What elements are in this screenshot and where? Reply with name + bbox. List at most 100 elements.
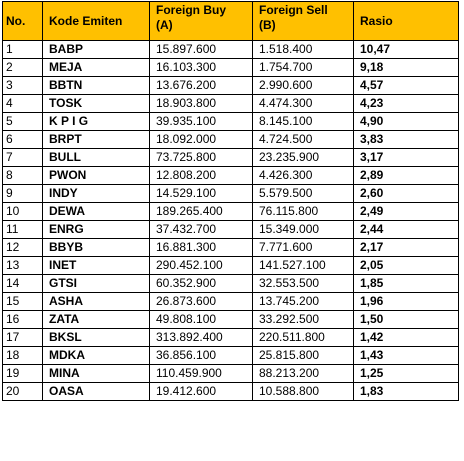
cell-rasio: 4,90 [353, 112, 459, 131]
table-row: 6 BRPT 18.092.000 4.724.500 3,83 [2, 130, 459, 149]
cell-foreign-sell: 7.771.600 [252, 238, 354, 257]
cell-foreign-sell: 2.990.600 [252, 76, 354, 95]
cell-no: 14 [2, 274, 43, 293]
table-row: 17 BKSL 313.892.400 220.511.800 1,42 [2, 328, 459, 347]
table-row: 18 MDKA 36.856.100 25.815.800 1,43 [2, 346, 459, 365]
header-foreign-buy-label: Foreign Buy [156, 3, 227, 17]
header-kode-emiten: Kode Emiten [42, 1, 150, 41]
cell-foreign-sell: 32.553.500 [252, 274, 354, 293]
cell-foreign-sell: 76.115.800 [252, 202, 354, 221]
cell-no: 6 [2, 130, 43, 149]
cell-rasio: 4,57 [353, 76, 459, 95]
cell-foreign-sell: 5.579.500 [252, 184, 354, 203]
cell-kode-emiten: BBTN [42, 76, 150, 95]
cell-no: 4 [2, 94, 43, 113]
table-row: 7 BULL 73.725.800 23.235.900 3,17 [2, 148, 459, 167]
cell-no: 3 [2, 76, 43, 95]
cell-rasio: 1,96 [353, 292, 459, 311]
cell-no: 10 [2, 202, 43, 221]
table-row: 13 INET 290.452.100 141.527.100 2,05 [2, 256, 459, 275]
header-foreign-sell-sub: (B) [259, 18, 276, 32]
cell-rasio: 2,44 [353, 220, 459, 239]
cell-kode-emiten: BKSL [42, 328, 150, 347]
cell-foreign-sell: 1.518.400 [252, 40, 354, 59]
cell-rasio: 2,05 [353, 256, 459, 275]
cell-foreign-buy: 18.903.800 [149, 94, 253, 113]
cell-kode-emiten: BBYB [42, 238, 150, 257]
header-rasio: Rasio [353, 1, 459, 41]
table-row: 14 GTSI 60.352.900 32.553.500 1,85 [2, 274, 459, 293]
cell-foreign-sell: 8.145.100 [252, 112, 354, 131]
cell-no: 17 [2, 328, 43, 347]
cell-rasio: 2,89 [353, 166, 459, 185]
cell-no: 1 [2, 40, 43, 59]
cell-kode-emiten: MEJA [42, 58, 150, 77]
table-row: 4 TOSK 18.903.800 4.474.300 4,23 [2, 94, 459, 113]
cell-foreign-sell: 88.213.200 [252, 364, 354, 383]
cell-foreign-sell: 33.292.500 [252, 310, 354, 329]
cell-kode-emiten: MINA [42, 364, 150, 383]
cell-no: 13 [2, 256, 43, 275]
cell-kode-emiten: K P I G [42, 112, 150, 131]
cell-rasio: 1,50 [353, 310, 459, 329]
cell-foreign-sell: 1.754.700 [252, 58, 354, 77]
cell-foreign-buy: 290.452.100 [149, 256, 253, 275]
cell-foreign-sell: 25.815.800 [252, 346, 354, 365]
cell-no: 18 [2, 346, 43, 365]
cell-foreign-buy: 60.352.900 [149, 274, 253, 293]
cell-no: 11 [2, 220, 43, 239]
cell-no: 16 [2, 310, 43, 329]
cell-kode-emiten: MDKA [42, 346, 150, 365]
cell-foreign-buy: 13.676.200 [149, 76, 253, 95]
cell-rasio: 2,49 [353, 202, 459, 221]
cell-foreign-buy: 110.459.900 [149, 364, 253, 383]
cell-no: 5 [2, 112, 43, 131]
cell-kode-emiten: GTSI [42, 274, 150, 293]
cell-rasio: 1,83 [353, 382, 459, 401]
cell-foreign-sell: 4.426.300 [252, 166, 354, 185]
cell-no: 20 [2, 382, 43, 401]
cell-kode-emiten: INDY [42, 184, 150, 203]
cell-foreign-sell: 141.527.100 [252, 256, 354, 275]
cell-foreign-buy: 49.808.100 [149, 310, 253, 329]
cell-no: 15 [2, 292, 43, 311]
header-foreign-buy: Foreign Buy (A) [149, 1, 253, 41]
header-foreign-buy-sub: (A) [156, 18, 173, 32]
cell-foreign-sell: 10.588.800 [252, 382, 354, 401]
cell-rasio: 2,17 [353, 238, 459, 257]
table-row: 12 BBYB 16.881.300 7.771.600 2,17 [2, 238, 459, 257]
cell-foreign-buy: 18.092.000 [149, 130, 253, 149]
cell-foreign-sell: 4.724.500 [252, 130, 354, 149]
cell-rasio: 1,85 [353, 274, 459, 293]
cell-no: 9 [2, 184, 43, 203]
cell-foreign-sell: 4.474.300 [252, 94, 354, 113]
cell-rasio: 9,18 [353, 58, 459, 77]
cell-foreign-buy: 36.856.100 [149, 346, 253, 365]
table-row: 15 ASHA 26.873.600 13.745.200 1,96 [2, 292, 459, 311]
cell-foreign-buy: 16.103.300 [149, 58, 253, 77]
cell-rasio: 3,83 [353, 130, 459, 149]
cell-foreign-buy: 37.432.700 [149, 220, 253, 239]
table-row: 2 MEJA 16.103.300 1.754.700 9,18 [2, 58, 459, 77]
cell-foreign-buy: 15.897.600 [149, 40, 253, 59]
header-row: No. Kode Emiten Foreign Buy (A) Foreign … [2, 1, 459, 41]
table-body: 1 BABP 15.897.600 1.518.400 10,47 2 MEJA 16.103… [2, 40, 459, 401]
cell-foreign-buy: 189.265.400 [149, 202, 253, 221]
cell-rasio: 10,47 [353, 40, 459, 59]
cell-kode-emiten: PWON [42, 166, 150, 185]
cell-rasio: 3,17 [353, 148, 459, 167]
foreign-flow-table: No. Kode Emiten Foreign Buy (A) Foreign … [2, 1, 459, 401]
table-row: 8 PWON 12.808.200 4.426.300 2,89 [2, 166, 459, 185]
header-foreign-sell-label: Foreign Sell [259, 3, 328, 17]
cell-no: 8 [2, 166, 43, 185]
cell-foreign-buy: 14.529.100 [149, 184, 253, 203]
cell-no: 12 [2, 238, 43, 257]
cell-foreign-buy: 16.881.300 [149, 238, 253, 257]
cell-kode-emiten: BABP [42, 40, 150, 59]
cell-kode-emiten: BRPT [42, 130, 150, 149]
table-row: 10 DEWA 189.265.400 76.115.800 2,49 [2, 202, 459, 221]
cell-foreign-sell: 220.511.800 [252, 328, 354, 347]
cell-foreign-sell: 23.235.900 [252, 148, 354, 167]
cell-kode-emiten: ZATA [42, 310, 150, 329]
